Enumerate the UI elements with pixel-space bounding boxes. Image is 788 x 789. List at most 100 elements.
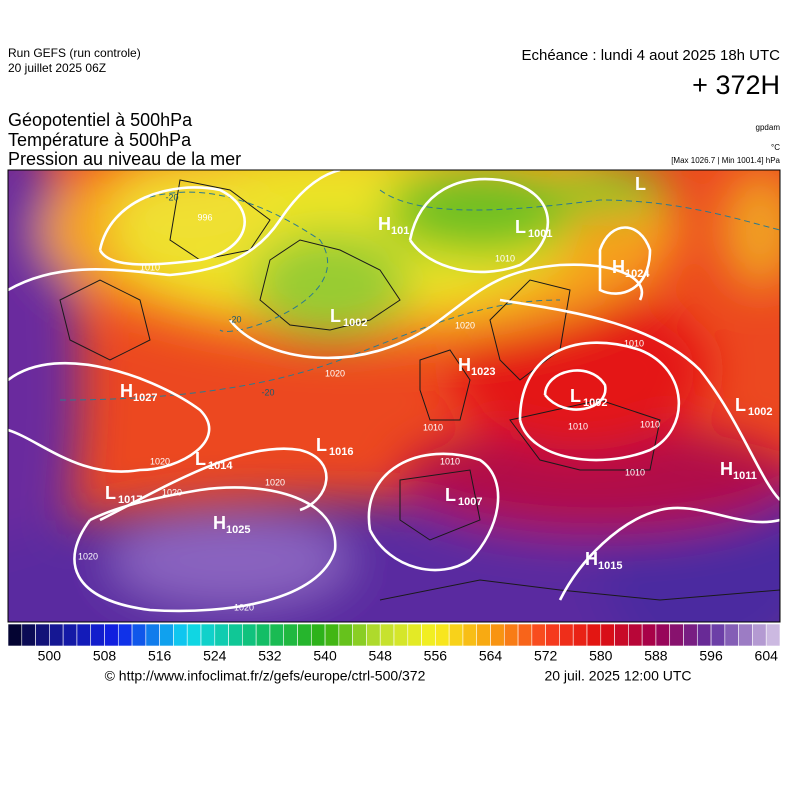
pressure-value: 101 [391, 225, 409, 237]
colorbar-segment [379, 623, 395, 647]
contour-label: 1020 [455, 320, 475, 330]
colorbar-segment [448, 623, 464, 647]
pressure-letter: L [445, 485, 456, 505]
pressure-value: 1023 [471, 366, 495, 378]
run-label: Run GEFS (run controle) [8, 46, 141, 60]
pressure-letter: L [195, 449, 206, 469]
pressure-value: 1002 [343, 317, 367, 329]
contour-label: 1010 [140, 262, 160, 272]
colorbar-segment [655, 623, 671, 647]
colorbar-segment [435, 623, 450, 647]
colorbar-segment [738, 623, 753, 647]
pressure-value: 1025 [226, 524, 250, 536]
contour-label: -20 [261, 387, 274, 397]
colorbar-segment [62, 623, 78, 647]
pressure-value: 1017 [118, 494, 142, 506]
pressure-letter: H [458, 355, 471, 375]
colorbar-segment [131, 623, 147, 647]
pressure-letter: H [612, 257, 625, 277]
pressure-letter: L [316, 435, 327, 455]
colorbar-segment [421, 623, 436, 647]
colorbar-segment [462, 623, 478, 647]
colorbar-tick-label: 604 [755, 648, 779, 664]
colorbar-tick-label: 524 [203, 648, 227, 664]
pressure-letter: L [635, 174, 646, 194]
pressure-value: 1011 [733, 470, 757, 482]
colorbar-segment [628, 623, 643, 647]
pressure-letter: H [120, 381, 133, 401]
field-label: Température à 500hPa [8, 130, 192, 150]
pressure-letter: H [585, 549, 598, 569]
colorbar-segment [200, 623, 216, 647]
map-frame [7, 169, 781, 623]
pressure-letter: H [213, 513, 226, 533]
colorbar-tick-label: 556 [424, 648, 448, 664]
contour-label: 1010 [568, 421, 588, 431]
contour-label: 996 [197, 212, 212, 222]
colorbar-segment [724, 623, 739, 647]
temperature-contours [59, 189, 780, 401]
colorbar-segment [407, 623, 422, 647]
colorbar-segment [559, 623, 574, 647]
pressure-value: 1007 [458, 496, 482, 508]
colorbar: 500 508 516 524 532 540 548 556 564 572 580 588 596 6… [7, 623, 781, 664]
pressure-letter: L [105, 483, 116, 503]
colorbar-segment [76, 623, 92, 647]
colorbar-tick-label: 588 [644, 648, 668, 664]
colorbar-tick-label: 540 [313, 648, 337, 664]
colorbar-segment [696, 623, 712, 647]
contour-label: 1020 [150, 456, 170, 466]
colorbar-segment [255, 623, 271, 647]
contour-label: 1010 [423, 422, 443, 432]
colorbar-segment [21, 623, 36, 647]
pressure-value: 1002 [583, 397, 607, 409]
colorbar-segment [242, 623, 257, 647]
pressure-letter: H [378, 214, 391, 234]
colorbar-segment [297, 623, 312, 647]
colorbar-segment [186, 623, 202, 647]
unit-label: gpdam [756, 123, 781, 132]
colorbar-segment [503, 623, 519, 647]
pressure-value: 1002 [748, 406, 772, 418]
pressure-letter: L [515, 217, 526, 237]
colorbar-tick-label: 508 [93, 648, 117, 664]
colorbar-segment [393, 623, 409, 647]
pressure-letter: H [720, 459, 733, 479]
contour-label: 1010 [625, 467, 645, 477]
contour-label: 1020 [78, 551, 98, 561]
colorbar-segment [710, 623, 726, 647]
pressure-value: 1027 [133, 392, 157, 404]
colorbar-segment [173, 623, 188, 647]
pressure-letter: L [330, 306, 341, 326]
unit-label: [Max 1026.7 | Min 1001.4] hPa [671, 156, 780, 165]
colorbar-segment [7, 623, 23, 647]
valid-time: Echéance : lundi 4 aout 2025 18h UTC [521, 47, 780, 64]
colorbar-tick-label: 532 [258, 648, 282, 664]
colorbar-tick-label: 564 [479, 648, 503, 664]
colorbar-segment [310, 623, 326, 647]
colorbar-tick-label: 548 [369, 648, 393, 664]
contour-label: 1020 [325, 368, 345, 378]
colorbar-segment [366, 623, 381, 647]
colorbar-segment [90, 623, 105, 647]
colorbar-segment [49, 623, 64, 647]
colorbar-segment [476, 623, 491, 647]
colorbar-tick-label: 516 [148, 648, 172, 664]
contour-label: 1010 [440, 456, 460, 466]
colorbar-segment [683, 623, 698, 647]
map [8, 170, 780, 622]
contour-label: 1010 [624, 338, 644, 348]
source-url: © http://www.infoclimat.fr/z/gefs/europe… [105, 668, 426, 684]
colorbar-segment [338, 623, 353, 647]
colorbar-segment [145, 623, 160, 647]
contour-label: 1020 [265, 477, 285, 487]
colorbar-segment [324, 623, 340, 647]
pressure-value: 1024 [625, 268, 650, 280]
pressure-letter: L [735, 395, 746, 415]
colorbar-segment [159, 623, 174, 647]
colorbar-segment [104, 623, 119, 647]
colorbar-segment [490, 623, 505, 647]
colorbar-tick-label: 596 [699, 648, 723, 664]
